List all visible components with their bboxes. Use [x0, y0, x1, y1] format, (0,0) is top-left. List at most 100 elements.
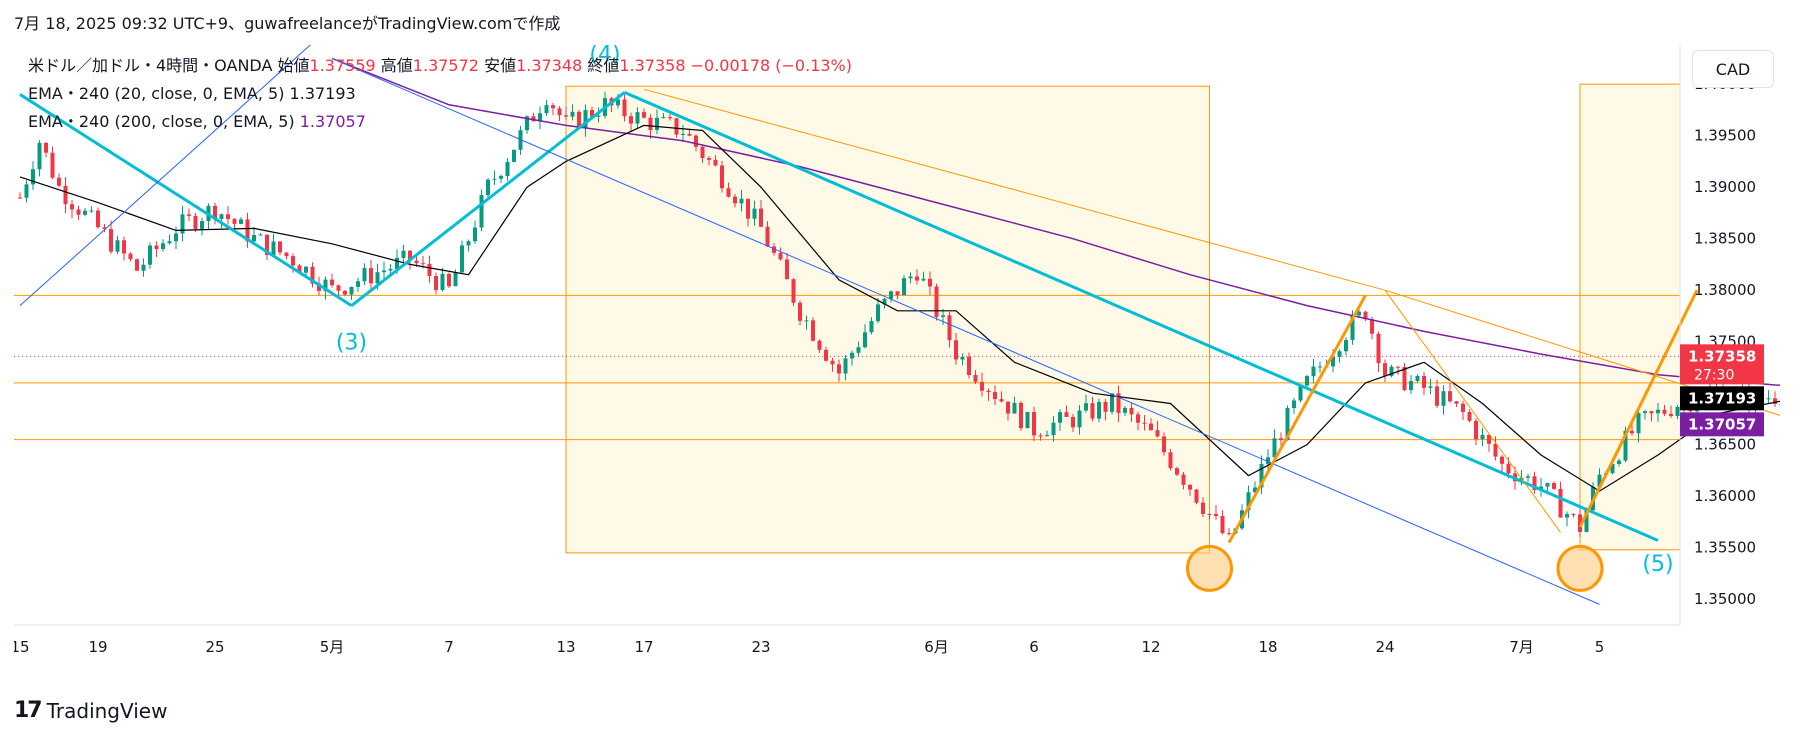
candle-body	[213, 205, 217, 219]
y-tick-label: 1.36500	[1694, 436, 1756, 454]
candle-body	[1084, 403, 1088, 411]
candle-body	[297, 265, 302, 273]
candle-body	[902, 278, 906, 296]
candle-body	[843, 358, 848, 374]
candle-body	[76, 209, 81, 215]
candle-body	[24, 184, 29, 198]
candle-body	[681, 133, 685, 135]
candle-body	[1051, 422, 1056, 436]
low-label: 安値	[484, 56, 517, 75]
candle-body	[245, 219, 250, 242]
candle-body	[629, 116, 633, 124]
brand-name: TradingView	[46, 698, 168, 723]
channel-line-4	[19, 45, 311, 307]
candle-body	[356, 281, 360, 287]
open-label: 始値	[277, 56, 310, 75]
candle-body	[941, 315, 945, 317]
wave-label-1: (3)	[336, 331, 367, 356]
candle-body	[180, 214, 185, 234]
channel-line-5	[331, 57, 1600, 605]
candle-body	[1136, 414, 1140, 423]
candle-body	[1766, 398, 1771, 400]
candle-body	[200, 221, 204, 229]
x-tick-label: 5	[1595, 638, 1605, 656]
candle-body	[986, 390, 991, 393]
candle-body	[239, 219, 243, 224]
candle-body	[694, 135, 698, 147]
candle-body	[447, 273, 451, 287]
candle-body	[720, 165, 724, 189]
candle-body	[850, 352, 854, 359]
price-label-box	[1680, 344, 1764, 385]
candle-body	[1181, 474, 1186, 485]
candle-body	[1376, 333, 1381, 364]
candle-body	[421, 263, 425, 265]
currency-button[interactable]: CAD	[1692, 50, 1774, 88]
candle-body	[557, 108, 562, 116]
price-label-text: 1.37358	[1688, 347, 1756, 365]
price-labels: 1.37358 27:30 1.37193 1.37057	[1680, 344, 1764, 437]
high-label: 高値	[380, 56, 413, 75]
candle-body	[70, 204, 74, 210]
ema200-row[interactable]: EMA・240 (200, close, 0, EMA, 5) 1.37057	[28, 108, 852, 136]
candle-body	[388, 268, 393, 271]
ohlc-row: 米ドル／加ドル・4時間・OANDA 始値1.37559 高値1.37572 安値…	[28, 52, 852, 80]
candle-body	[492, 178, 497, 180]
trend-line-3	[623, 91, 1659, 542]
candle-body	[1311, 366, 1316, 377]
candle-body	[648, 117, 653, 131]
candle-body	[304, 266, 308, 273]
candle-body	[89, 210, 94, 212]
tradingview-logo-icon: 17	[14, 698, 43, 723]
ema20-row[interactable]: EMA・240 (20, close, 0, EMA, 5) 1.37193	[28, 80, 852, 108]
symbol-label[interactable]: 米ドル／加ドル・4時間・OANDA	[28, 56, 273, 75]
candle-body	[999, 399, 1004, 402]
ema20-line	[19, 124, 1780, 492]
candle-body	[837, 364, 841, 374]
open-value: 1.37559	[309, 56, 376, 75]
candle-body	[674, 118, 679, 135]
tradingview-brand[interactable]: 17 TradingView	[14, 698, 167, 723]
candle-body	[83, 210, 87, 215]
x-tick-label: 5月	[320, 638, 345, 656]
orange-thin-line-7	[1384, 289, 1780, 416]
candle-body	[122, 240, 126, 254]
price-chart[interactable]: (3) (4) (5) 15 19 25 5月 7 13 17 23 6月 6 12 18 24 7月 5 1.…	[14, 45, 1780, 677]
x-tick-label: 7	[444, 638, 454, 656]
candle-body	[1019, 402, 1023, 429]
candle-body	[765, 226, 770, 247]
candle-body	[1344, 340, 1348, 352]
candle-body	[1487, 434, 1491, 444]
candle-body	[1357, 311, 1361, 316]
candle-body	[1305, 376, 1309, 386]
trend-line-2	[350, 91, 626, 307]
candle-body	[31, 169, 35, 185]
price-label-box	[1680, 386, 1764, 411]
candle-body	[486, 179, 490, 196]
candle-body	[824, 349, 828, 361]
candle-body	[1636, 413, 1641, 434]
candle-body	[635, 112, 640, 124]
candle-body	[453, 272, 458, 287]
candle-body	[193, 215, 198, 229]
candle-body	[1162, 436, 1166, 453]
candle-body	[967, 356, 971, 375]
candle-body	[1552, 483, 1556, 489]
candle-body	[733, 196, 737, 204]
candle-body	[889, 291, 893, 299]
y-tick-label: 1.38000	[1694, 281, 1756, 299]
wave-label-2: (4)	[589, 45, 620, 67]
ema-lines	[19, 57, 1780, 492]
candle-body	[1045, 435, 1049, 437]
candle-body	[700, 146, 705, 159]
candle-body	[752, 208, 757, 219]
candle-body	[154, 245, 159, 250]
y-tick-label: 1.39000	[1694, 178, 1756, 196]
candle-body	[1259, 463, 1264, 488]
candle-body	[375, 272, 380, 284]
candle-body	[538, 113, 542, 122]
x-tick-label: 7月	[1509, 638, 1534, 656]
candle-body	[1396, 366, 1400, 368]
candle-body	[128, 253, 133, 260]
x-tick-label: 23	[751, 638, 770, 656]
